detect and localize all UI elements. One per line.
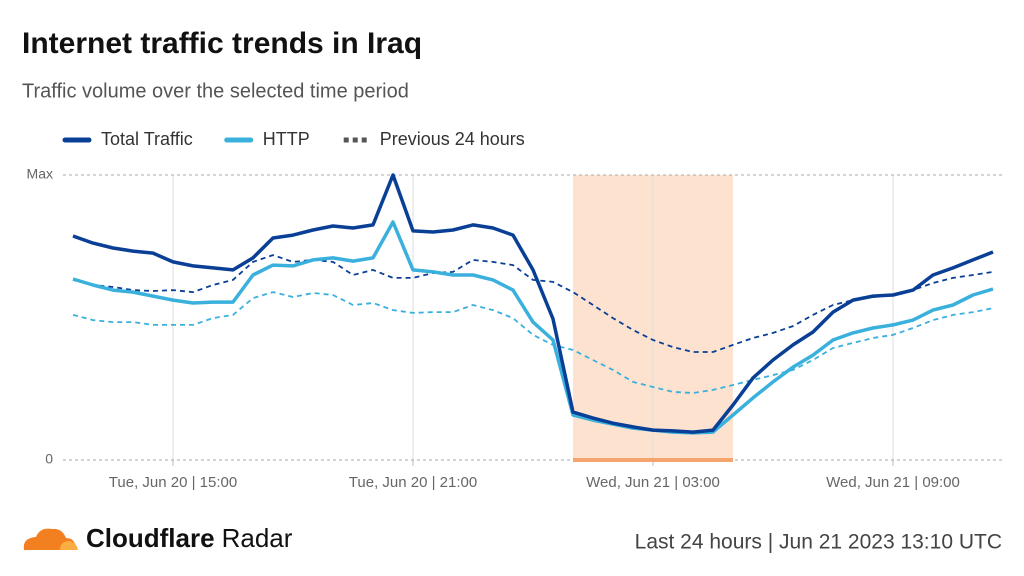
brand: Cloudflare (86, 523, 215, 553)
series-line (72, 254, 994, 353)
chart-title: Internet traffic trends in Iraq (22, 27, 422, 60)
x-tick-label: Wed, Jun 21 | 09:00 (826, 474, 960, 491)
legend-label: Total Traffic (101, 129, 193, 149)
product: Radar (222, 523, 293, 553)
logo (23, 528, 78, 550)
x-tick-label: Tue, Jun 20 | 15:00 (109, 474, 237, 491)
series-line (72, 220, 994, 435)
y-tick-label: 0 (45, 451, 53, 467)
x-tick-label: Wed, Jun 21 | 03:00 (586, 474, 720, 491)
y-tick-label: Max (27, 166, 53, 182)
series-line (72, 173, 994, 434)
x-tick-label: Tue, Jun 20 | 21:00 (349, 474, 477, 491)
series-line (72, 291, 994, 394)
logo-cloud-small (60, 541, 78, 550)
chart-subtitle: Traffic volume over the selected time pe… (22, 80, 409, 102)
legend-label: HTTP (263, 129, 310, 149)
footer-caption: Last 24 hours | Jun 21 2023 13:10 UTC (635, 531, 1002, 554)
legend-label: Previous 24 hours (380, 129, 525, 149)
